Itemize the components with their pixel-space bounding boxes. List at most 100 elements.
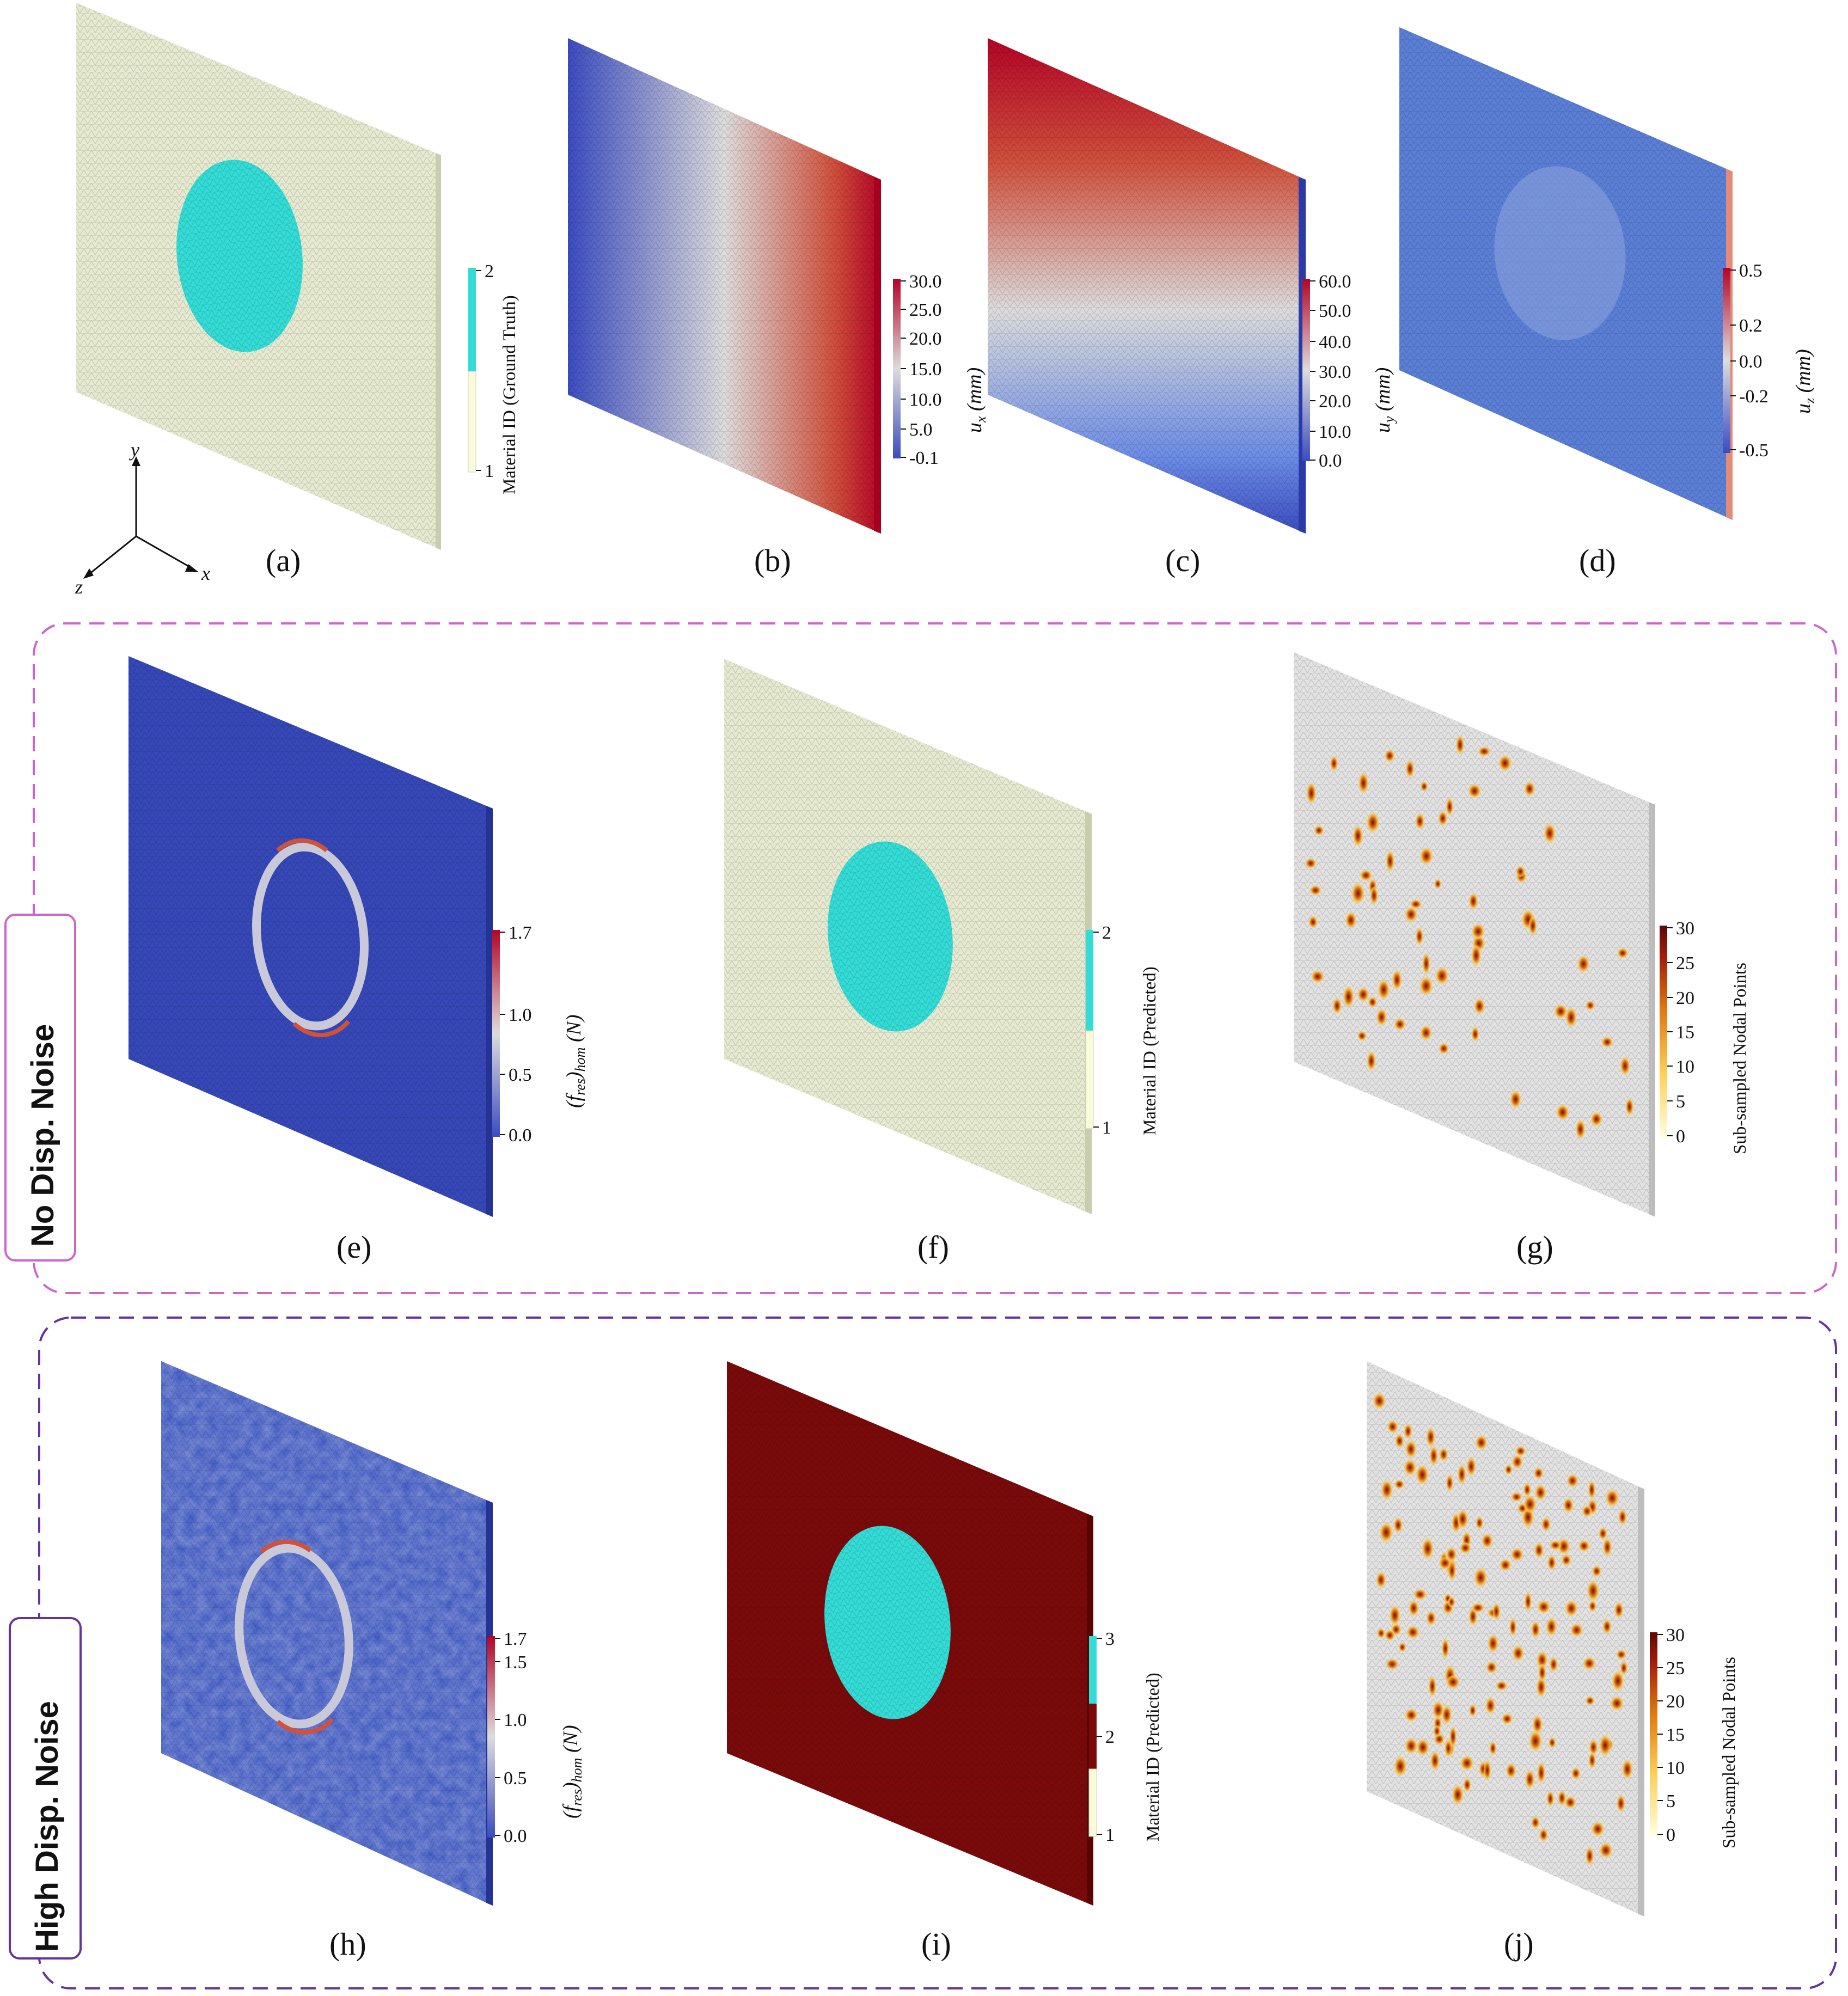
cb-h-tick-3: 0.5 [504, 1768, 527, 1789]
hotspot [1477, 746, 1491, 757]
hotspot [1467, 783, 1482, 799]
hotspot [1471, 944, 1482, 967]
hotspot [1466, 1456, 1477, 1477]
hotspot [1308, 915, 1318, 929]
cb-d-tick-0: 0.5 [1739, 261, 1763, 281]
cb-i-tick-1: 2 [1105, 1727, 1115, 1747]
panel-j: 30 25 20 15 10 5 0 Sub-sampled Nodal Poi… [1367, 1361, 1739, 1962]
hotspot [1582, 1656, 1596, 1670]
hotspots-j [1372, 1392, 1633, 1866]
hotspot [1430, 1750, 1440, 1771]
hotspot [1426, 1610, 1436, 1626]
colorbar-a: 2 1 Material ID (Ground Truth) [468, 261, 519, 494]
hotspot [1389, 1605, 1401, 1626]
cb-i-tick-0: 3 [1105, 1629, 1115, 1649]
cb-g-tick-5: 5 [1676, 1092, 1685, 1112]
hotspot [1455, 734, 1465, 755]
hotspot [1415, 1464, 1429, 1485]
hotspot [1394, 1479, 1405, 1490]
axis-z-label: z [75, 576, 83, 598]
cb-e-title: (fres)hom (N) [562, 1014, 588, 1108]
hotspot [1588, 1752, 1596, 1770]
cb-j-tick-3: 15 [1666, 1725, 1685, 1745]
cb-i-tick-2: 1 [1105, 1825, 1115, 1845]
cb-b-tick-2: 20.0 [909, 329, 942, 349]
cb-e-tick-1: 1.0 [509, 1005, 532, 1025]
cb-d-tick-2: 0.0 [1739, 352, 1763, 372]
panel-label-e: (e) [336, 1229, 371, 1265]
cb-g-title: Sub-sampled Nodal Points [1730, 963, 1750, 1154]
hotspot [1468, 892, 1478, 910]
hotspot [1435, 966, 1449, 985]
hotspot [1474, 1435, 1488, 1450]
inclusion-d [1494, 166, 1626, 340]
hotspot [1457, 1509, 1468, 1529]
hotspot [1419, 976, 1433, 996]
hotspot [1419, 847, 1434, 866]
hotspot [1428, 1675, 1437, 1698]
hotspot [1524, 1591, 1532, 1612]
hotspot [1425, 1426, 1436, 1448]
hotspot [1539, 1828, 1549, 1842]
hotspot [1416, 1738, 1430, 1756]
hotspot [1376, 1627, 1386, 1639]
hotspot [1481, 1533, 1494, 1549]
hotspot [1504, 1464, 1513, 1475]
colorbar-c: 60.0 50.0 40.0 30.0 20.0 10.0 0.0 uy (mm… [1302, 272, 1397, 471]
axis-y-label: y [129, 439, 139, 461]
hotspot [1415, 927, 1424, 946]
hotspot [1602, 1619, 1612, 1634]
hotspot [1531, 1620, 1540, 1639]
hotspot [1394, 1434, 1405, 1449]
hotspot [1570, 1622, 1583, 1637]
hotspot [1564, 1600, 1578, 1617]
colorbar-d: 0.5 0.2 0.0 -0.2 -0.5 uz (mm) [1723, 261, 1818, 461]
cb-d-title: uz (mm) [1792, 349, 1818, 414]
hotspot [1501, 1713, 1513, 1725]
cb-b-tick-3: 15.0 [909, 359, 942, 379]
row-label-high-noise: High Disp. Noise [9, 1617, 82, 1960]
hotspot [1588, 1600, 1597, 1612]
cb-g-tick-4: 10 [1676, 1057, 1694, 1077]
hotspot [1432, 1700, 1445, 1720]
hotspot [1379, 1522, 1393, 1543]
panel-label-h: (h) [329, 1926, 366, 1962]
colorbar-b: 30.0 25.0 20.0 15.0 10.0 5.0 -0.1 ux (mm… [893, 272, 989, 468]
cb-a-tick-0: 2 [485, 261, 494, 281]
hotspot [1439, 1447, 1449, 1462]
hotspot [1385, 850, 1395, 872]
hotspot [1393, 1755, 1408, 1777]
hotspot [1509, 1618, 1517, 1637]
hotspot [1625, 1097, 1634, 1116]
cb-d-tick-4: -0.5 [1739, 440, 1769, 461]
cb-d-tick-3: -0.2 [1739, 387, 1769, 407]
hotspot [1528, 915, 1538, 936]
hotspot [1523, 1495, 1537, 1514]
hotspot [1512, 1454, 1523, 1470]
hotspot [1392, 969, 1403, 990]
cb-j-tick-5: 5 [1666, 1791, 1675, 1811]
hotspot [1434, 878, 1442, 890]
hotspot [1441, 1638, 1449, 1660]
cb-b-title: ux (mm) [963, 368, 989, 433]
hotspot [1309, 885, 1322, 896]
hotspot [1369, 885, 1379, 905]
hotspot [1506, 1762, 1517, 1779]
ring-e [252, 842, 369, 1031]
hotspot [1610, 1695, 1624, 1711]
hotspot [1449, 1725, 1457, 1748]
hotspot [1421, 1538, 1434, 1560]
hotspot [1549, 1656, 1558, 1673]
panel-c: 60.0 50.0 40.0 30.0 20.0 10.0 0.0 uy (mm… [988, 38, 1397, 578]
hotspot [1586, 1579, 1600, 1602]
cb-f-title: Material ID (Predicted) [1140, 966, 1160, 1135]
cb-j-tick-2: 20 [1666, 1692, 1685, 1712]
hotspot [1351, 882, 1365, 905]
hotspot [1590, 1111, 1603, 1127]
hotspot [1366, 1050, 1376, 1072]
hotspot [1537, 1600, 1551, 1614]
cb-a-title: Material ID (Ground Truth) [500, 295, 519, 494]
panel-label-j: (j) [1504, 1926, 1534, 1962]
cb-b-tick-6: -0.1 [909, 448, 939, 468]
hotspot [1372, 1392, 1386, 1410]
